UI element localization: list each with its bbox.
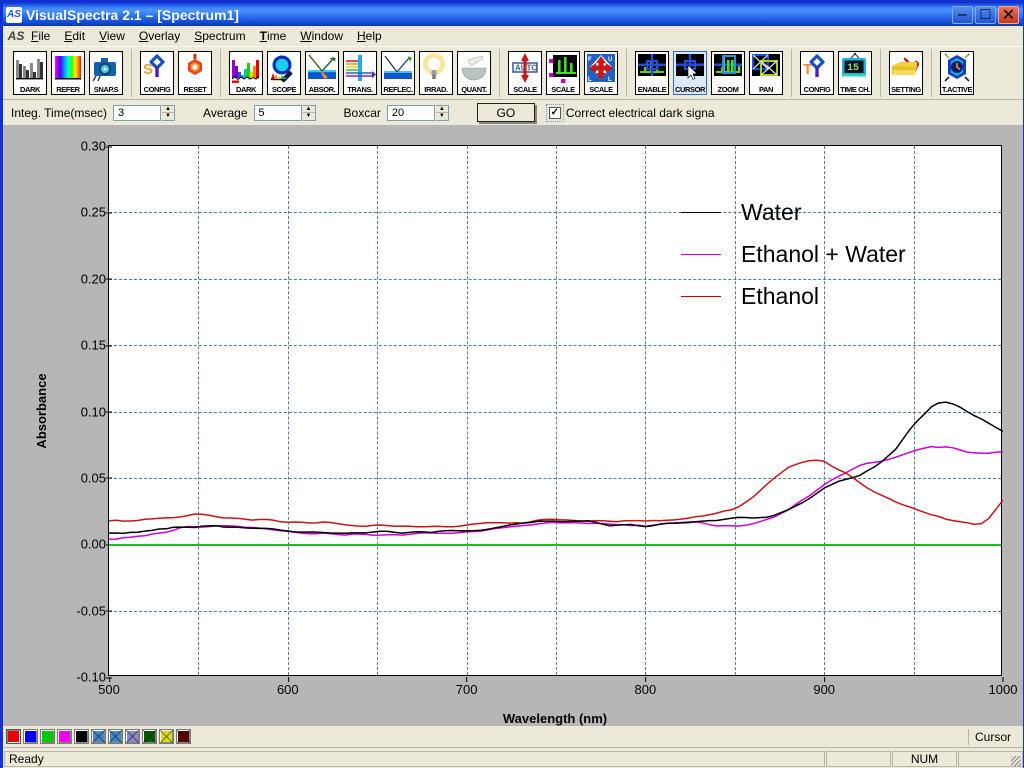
svg-text:L: L [588, 77, 592, 83]
svg-text:U: U [608, 57, 612, 63]
svg-text:F: F [588, 57, 592, 63]
svg-text:L: L [608, 77, 612, 83]
svg-text:15: 15 [847, 63, 859, 74]
